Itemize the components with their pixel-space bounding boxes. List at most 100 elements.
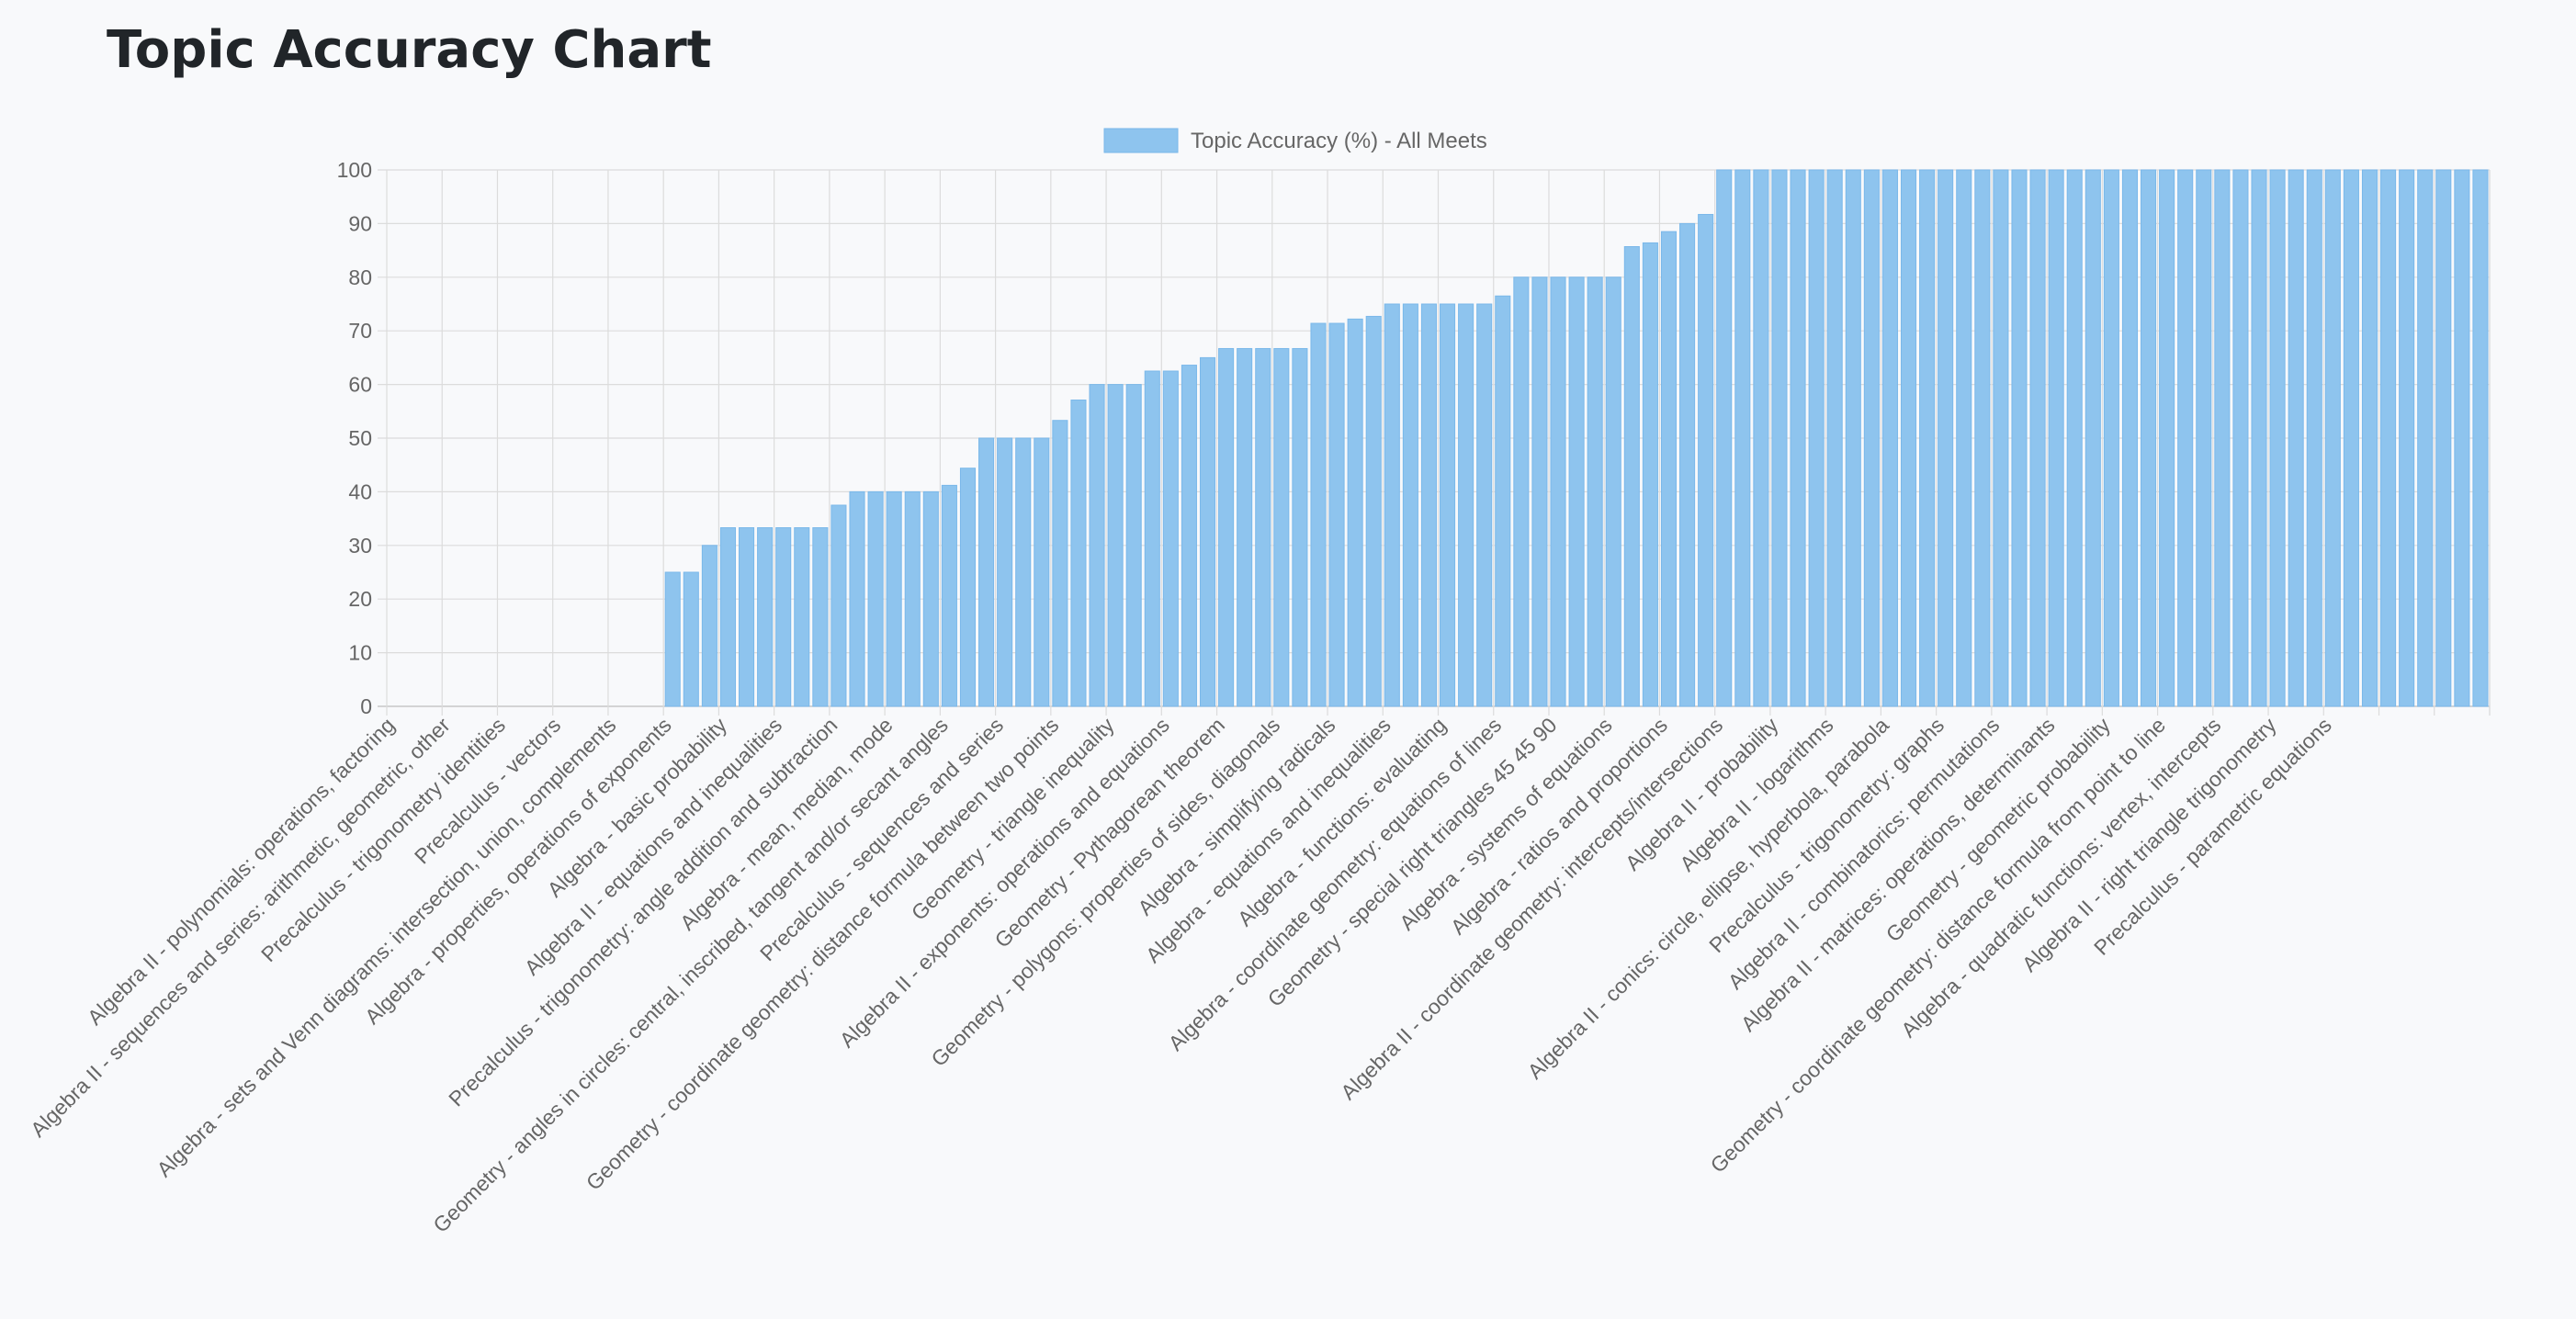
bar[interactable] <box>1845 169 1861 707</box>
bar[interactable] <box>2417 169 2434 707</box>
bar[interactable] <box>1402 303 1418 707</box>
bar[interactable] <box>1218 347 1235 707</box>
bar[interactable] <box>922 490 939 707</box>
bar[interactable] <box>739 527 755 707</box>
bar[interactable] <box>2232 169 2249 707</box>
bar[interactable] <box>1716 169 1733 707</box>
bar[interactable] <box>2306 169 2322 707</box>
bar[interactable] <box>2324 169 2341 707</box>
bar[interactable] <box>1125 384 1142 707</box>
bar[interactable] <box>1458 303 1474 707</box>
bar[interactable] <box>2472 169 2489 707</box>
bar[interactable] <box>2103 169 2119 707</box>
bar[interactable] <box>2141 169 2157 707</box>
bar[interactable] <box>1919 169 1936 707</box>
bar[interactable] <box>1808 169 1825 707</box>
legend-label[interactable]: Topic Accuracy (%) - All Meets <box>1191 129 1487 153</box>
bar[interactable] <box>1476 303 1493 707</box>
bar[interactable] <box>1347 318 1363 707</box>
bar[interactable] <box>1420 303 1437 707</box>
bar[interactable] <box>2435 169 2452 707</box>
bar[interactable] <box>2251 169 2267 707</box>
bar[interactable] <box>1956 169 1972 707</box>
bar[interactable] <box>701 545 717 707</box>
bar[interactable] <box>1365 315 1382 707</box>
bar[interactable] <box>1015 437 1032 707</box>
bar[interactable] <box>812 527 829 707</box>
bar[interactable] <box>1328 322 1345 707</box>
bar[interactable] <box>1642 242 1658 707</box>
bar[interactable] <box>2048 169 2064 707</box>
bar[interactable] <box>1513 276 1530 707</box>
bar[interactable] <box>849 490 865 707</box>
bar[interactable] <box>757 527 774 707</box>
bar[interactable] <box>1900 169 1917 707</box>
bar[interactable] <box>1605 276 1621 707</box>
bar[interactable] <box>1698 213 1714 707</box>
bar[interactable] <box>1660 231 1678 707</box>
bar[interactable] <box>2029 169 2046 707</box>
bar[interactable] <box>830 504 847 707</box>
bar[interactable] <box>664 571 681 707</box>
bar[interactable] <box>1993 169 2009 707</box>
bar[interactable] <box>997 437 1013 707</box>
bar[interactable] <box>1974 169 1991 707</box>
bar[interactable] <box>1273 347 1290 707</box>
bar[interactable] <box>1863 169 1880 707</box>
bar[interactable] <box>2454 169 2470 707</box>
bar[interactable] <box>2399 169 2415 707</box>
bar[interactable] <box>1052 420 1068 707</box>
bar[interactable] <box>978 437 995 707</box>
bar[interactable] <box>1162 370 1179 707</box>
bar[interactable] <box>1440 303 1456 707</box>
bar[interactable] <box>719 527 736 707</box>
bar[interactable] <box>1623 246 1640 707</box>
bar[interactable] <box>1144 370 1160 707</box>
bar[interactable] <box>1826 169 1843 707</box>
legend-swatch[interactable] <box>1103 128 1179 153</box>
bar[interactable] <box>1753 169 1769 707</box>
bar[interactable] <box>2288 169 2304 707</box>
bar[interactable] <box>775 527 792 707</box>
bar[interactable] <box>1938 169 1954 707</box>
bar[interactable] <box>1199 356 1216 707</box>
bar[interactable] <box>2177 169 2194 707</box>
bar[interactable] <box>2380 169 2397 707</box>
bar[interactable] <box>1568 276 1585 707</box>
bar[interactable] <box>2066 169 2083 707</box>
bar[interactable] <box>1531 276 1548 707</box>
bar[interactable] <box>2121 169 2138 707</box>
bar[interactable] <box>1181 365 1197 707</box>
bar[interactable] <box>2269 169 2286 707</box>
bar[interactable] <box>794 527 810 707</box>
bar[interactable] <box>1679 222 1696 707</box>
bar[interactable] <box>904 490 921 707</box>
bar[interactable] <box>886 490 902 707</box>
bar[interactable] <box>1384 303 1400 707</box>
bar[interactable] <box>1881 169 1898 707</box>
bar[interactable] <box>1587 276 1603 707</box>
bar[interactable] <box>1255 347 1271 707</box>
bar[interactable] <box>2214 169 2231 707</box>
bar[interactable] <box>959 468 977 707</box>
bar[interactable] <box>1292 347 1308 707</box>
bar[interactable] <box>1790 169 1806 707</box>
bar[interactable] <box>683 571 699 707</box>
bar[interactable] <box>1771 169 1788 707</box>
bar[interactable] <box>1089 384 1105 707</box>
bar[interactable] <box>1070 400 1087 707</box>
bar[interactable] <box>1107 384 1124 707</box>
bar[interactable] <box>2085 169 2101 707</box>
bar[interactable] <box>2343 169 2359 707</box>
bar[interactable] <box>1495 295 1511 707</box>
bar[interactable] <box>1550 276 1566 707</box>
bar[interactable] <box>2011 169 2028 707</box>
bar[interactable] <box>867 490 884 707</box>
bar[interactable] <box>2196 169 2212 707</box>
bar[interactable] <box>1237 347 1253 707</box>
bar[interactable] <box>1310 322 1327 707</box>
bar[interactable] <box>2159 169 2175 707</box>
bar[interactable] <box>2361 169 2378 707</box>
bar[interactable] <box>1734 169 1751 707</box>
bar[interactable] <box>1034 437 1050 707</box>
